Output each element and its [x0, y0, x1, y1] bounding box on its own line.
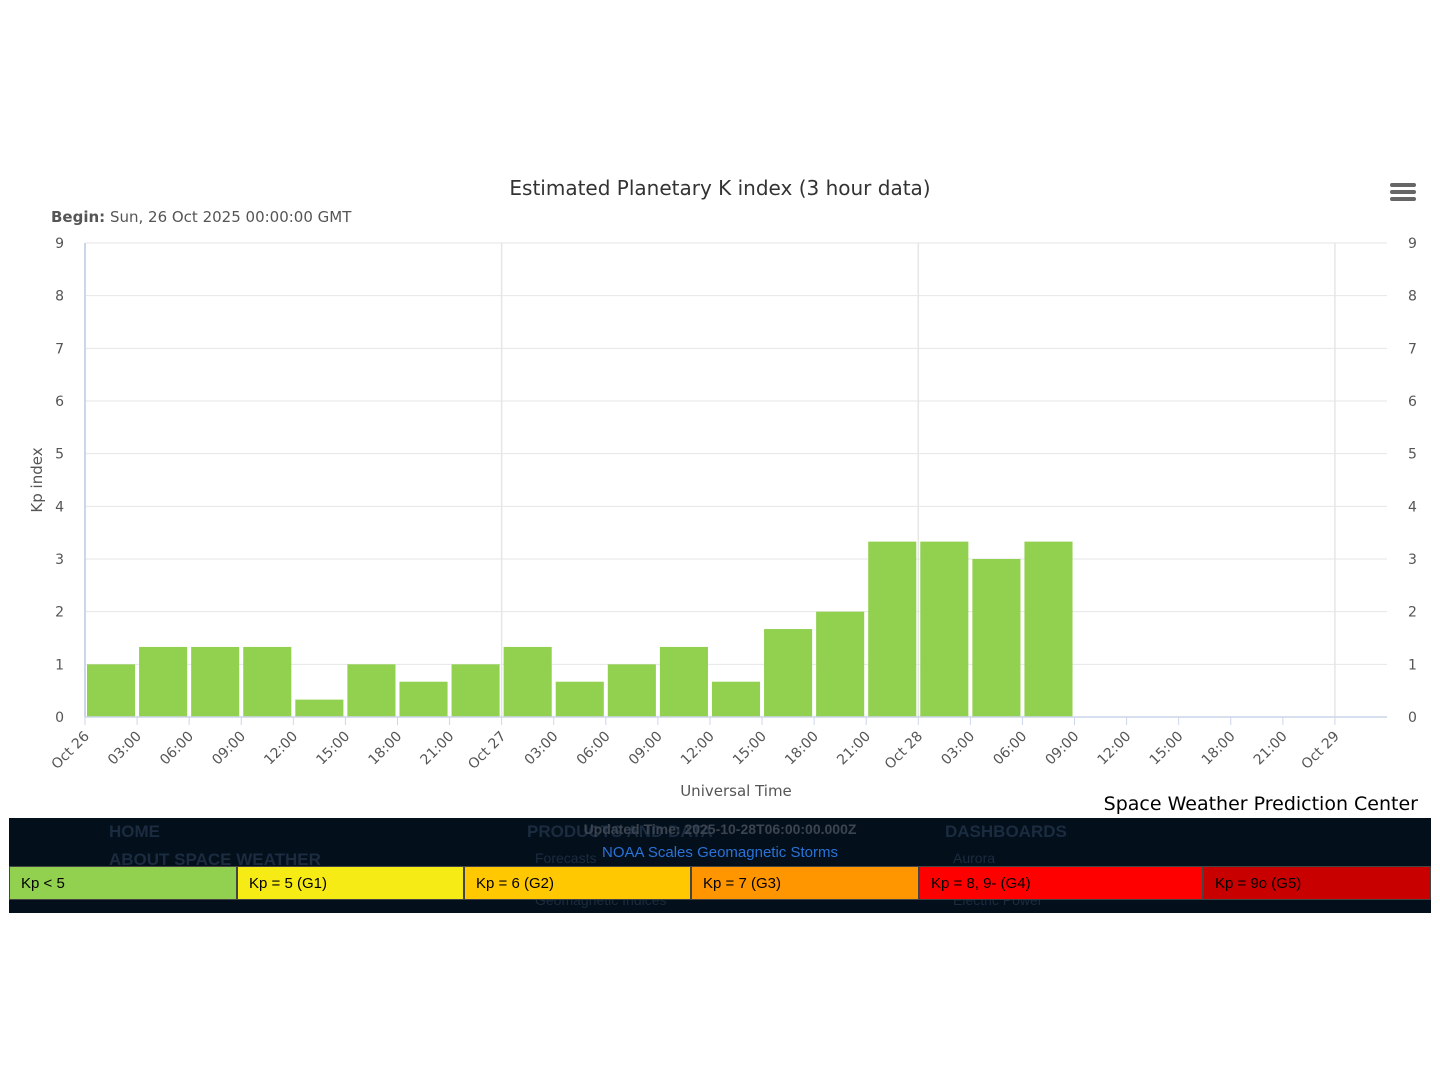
kp-bar[interactable]: [243, 646, 292, 717]
nav-home-link[interactable]: HOME: [109, 822, 160, 841]
x-tick-label: 03:00: [105, 729, 145, 769]
bar-series: [87, 541, 1073, 717]
kp-bar[interactable]: [659, 646, 708, 717]
x-tick-label: 06:00: [990, 729, 1030, 769]
kp-bar[interactable]: [87, 664, 136, 717]
grid-lines: [85, 242, 1387, 718]
y-tick-label-left: 3: [55, 552, 64, 568]
kp-bar[interactable]: [139, 646, 188, 717]
legend-item: Kp = 9o (G5): [1203, 866, 1431, 900]
y-tick-label-left: 5: [55, 447, 64, 463]
x-tick-label: 18:00: [365, 729, 405, 769]
subtitle-label: Begin:: [51, 208, 105, 226]
x-tick-label: Oct 28: [882, 729, 926, 773]
y-tick-label-left: 2: [55, 605, 64, 621]
y-tick-label-left: 6: [55, 394, 64, 410]
kp-index-chart: Estimated Planetary K index (3 hour data…: [28, 176, 1417, 800]
kp-bar[interactable]: [451, 664, 500, 717]
x-tick-label: 21:00: [834, 729, 874, 769]
x-tick-label: 09:00: [1042, 729, 1082, 769]
kp-bar[interactable]: [711, 681, 761, 717]
x-tick-label: Oct 26: [49, 728, 93, 772]
nav-products-link[interactable]: PRODUCTS AND DATA: [527, 822, 713, 841]
kp-scale-legend: Kp < 5 Kp = 5 (G1) Kp = 6 (G2) Kp = 7 (G3) K…: [9, 866, 1431, 900]
x-tick-label: 09:00: [209, 729, 249, 769]
kp-bar[interactable]: [191, 646, 240, 717]
x-tick-label: 18:00: [782, 729, 822, 769]
x-tick-label: 12:00: [678, 729, 718, 769]
kp-bar[interactable]: [1024, 541, 1073, 717]
y-tick-label-right: 8: [1408, 289, 1417, 305]
y-tick-label-right: 3: [1408, 552, 1417, 568]
x-tick-label: 18:00: [1199, 729, 1239, 769]
chart-title: Estimated Planetary K index (3 hour data…: [509, 176, 930, 200]
kp-bar[interactable]: [399, 681, 448, 717]
y-tick-label-right: 0: [1408, 710, 1417, 726]
x-tick-label: 09:00: [626, 729, 666, 769]
x-tick-label: 21:00: [418, 729, 458, 769]
nav-aurora-link[interactable]: Aurora: [953, 850, 996, 866]
x-tick-label: 15:00: [1147, 729, 1187, 769]
footer-band: HOME ABOUT SPACE WEATHER PRODUCTS AND DA…: [9, 818, 1431, 913]
x-tick-label: 15:00: [313, 729, 353, 769]
credit-text: Space Weather Prediction Center: [1103, 793, 1418, 815]
y-tick-label-left: 1: [55, 657, 64, 673]
nav-forecasts-link[interactable]: Forecasts: [535, 850, 597, 866]
x-tick-label: 06:00: [157, 729, 197, 769]
x-tick-label: Oct 27: [465, 729, 509, 773]
legend-item: Kp < 5: [9, 866, 237, 900]
y-tick-label-left: 7: [55, 341, 64, 357]
y-tick-label-right: 2: [1408, 605, 1417, 621]
x-tick-label: Oct 29: [1299, 729, 1343, 773]
y-axis-label: Kp index: [28, 447, 46, 512]
kp-bar[interactable]: [503, 646, 552, 717]
y-tick-label-left: 4: [55, 499, 64, 515]
y-tick-label-right: 6: [1408, 394, 1417, 410]
y-tick-label-left: 9: [55, 236, 64, 252]
kp-bar[interactable]: [555, 681, 604, 717]
x-tick-label: 21:00: [1251, 729, 1291, 769]
subtitle-value: Sun, 26 Oct 2025 00:00:00 GMT: [110, 208, 352, 226]
y-tick-label-right: 1: [1408, 657, 1417, 673]
nav-column-home: HOME ABOUT SPACE WEATHER: [109, 822, 321, 878]
kp-bar[interactable]: [347, 664, 396, 717]
chart-subtitle: Begin: Sun, 26 Oct 2025 00:00:00 GMT: [51, 208, 352, 226]
y-tick-label-left: 8: [55, 289, 64, 305]
kp-bar[interactable]: [920, 541, 969, 717]
kp-bar[interactable]: [816, 611, 865, 717]
x-tick-label: 15:00: [730, 729, 770, 769]
y-tick-label-right: 9: [1408, 236, 1417, 252]
y-tick-label-right: 7: [1408, 341, 1417, 357]
kp-bar[interactable]: [607, 664, 656, 717]
noaa-scales-link[interactable]: NOAA Scales Geomagnetic Storms: [602, 844, 838, 861]
x-tick-label: 03:00: [522, 729, 562, 769]
updated-time: Updated Time: 2025-10-28T06:00:00.000Z: [583, 821, 857, 837]
x-tick-label: 12:00: [1095, 729, 1135, 769]
y-tick-label-right: 4: [1408, 499, 1417, 515]
kp-bar[interactable]: [868, 541, 917, 717]
legend-item: Kp = 6 (G2): [464, 866, 691, 900]
x-tick-label: 03:00: [938, 729, 978, 769]
nav-dashboards-link[interactable]: DASHBOARDS: [945, 822, 1067, 841]
legend-item: Kp = 5 (G1): [237, 866, 464, 900]
y-tick-label-right: 5: [1408, 447, 1417, 463]
legend-item: Kp = 7 (G3): [691, 866, 919, 900]
x-tick-label: 06:00: [574, 729, 614, 769]
hamburger-menu-icon[interactable]: [1390, 183, 1416, 205]
y-tick-label-left: 0: [55, 710, 64, 726]
kp-bar[interactable]: [764, 629, 813, 717]
nav-about-link[interactable]: ABOUT SPACE WEATHER: [109, 850, 321, 869]
legend-item: Kp = 8, 9- (G4): [919, 866, 1203, 900]
kp-bar[interactable]: [972, 559, 1021, 717]
x-tick-label: 12:00: [261, 729, 301, 769]
kp-bar[interactable]: [295, 699, 344, 717]
x-axis-label: Universal Time: [680, 782, 792, 800]
